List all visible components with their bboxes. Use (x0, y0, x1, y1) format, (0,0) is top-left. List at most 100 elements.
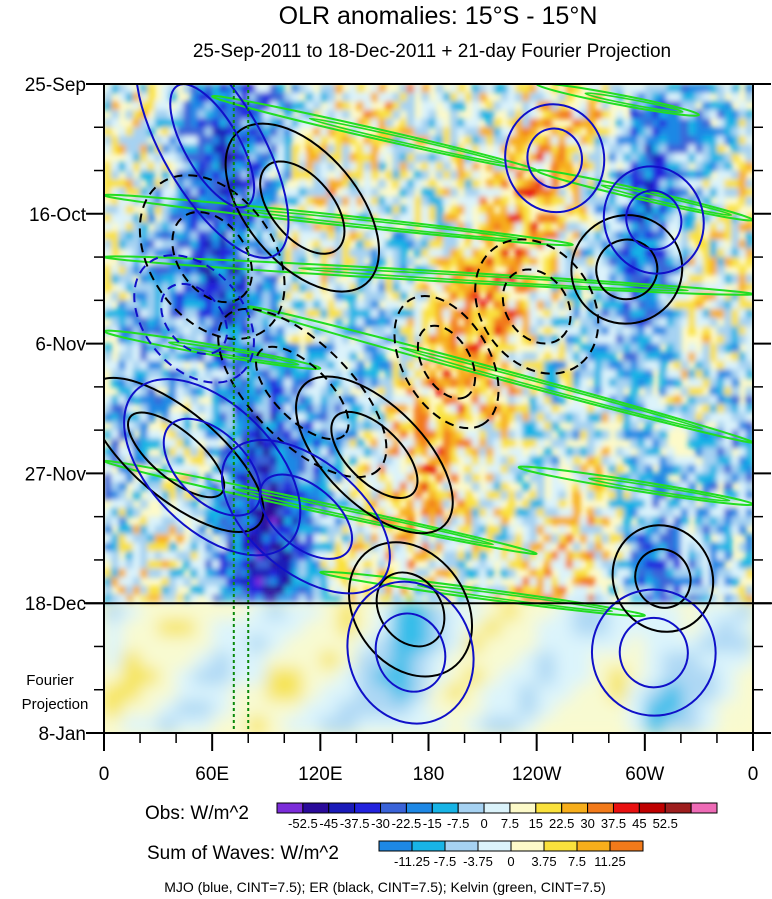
obs-cell (428, 257, 437, 267)
obs-cell (183, 499, 192, 509)
obs-cell (435, 430, 444, 440)
obs-cell (363, 533, 372, 544)
obs-cell (414, 594, 422, 604)
obs-cell (572, 378, 581, 388)
obs-cell (623, 421, 632, 431)
obs-cell (226, 109, 235, 120)
obs-cell (507, 101, 516, 111)
obs-cell (478, 386, 487, 397)
obs-cell (154, 525, 163, 535)
obs-cell (414, 568, 422, 578)
obs-cell (565, 447, 574, 457)
obs-cell (630, 239, 639, 250)
obs-cell (673, 92, 682, 102)
obs-cell (356, 101, 365, 111)
proj-cell (716, 700, 736, 718)
obs-cell (507, 308, 516, 319)
obs-cell (486, 395, 494, 405)
obs-cell (378, 456, 386, 466)
obs-cell (623, 568, 632, 578)
obs-cell (644, 205, 653, 215)
obs-cell (673, 334, 682, 345)
obs-cell (154, 482, 163, 492)
obs-cell (745, 464, 753, 474)
obs-cell (392, 231, 401, 241)
obs-cell (435, 187, 444, 198)
obs-cell (572, 248, 581, 258)
obs-cell (349, 421, 357, 431)
obs-cell (630, 412, 639, 423)
obs-cell (637, 205, 646, 215)
obs-cell (551, 187, 559, 198)
proj-cell (446, 700, 466, 718)
obs-cell (399, 360, 408, 371)
obs-cell (659, 196, 668, 206)
obs-cell (471, 473, 480, 483)
obs-cell (255, 101, 264, 111)
obs-cell (615, 533, 624, 544)
obs-cell (161, 161, 170, 172)
obs-cell (305, 456, 314, 466)
obs-cell (464, 499, 473, 509)
obs-cell (515, 317, 523, 327)
obs-cell (378, 239, 386, 250)
obs-cell (168, 594, 177, 604)
obs-cell (738, 101, 747, 111)
obs-cell (601, 291, 610, 301)
obs-cell (226, 568, 235, 578)
obs-cell (327, 473, 336, 483)
obs-cell (702, 438, 711, 449)
obs-cell (147, 386, 156, 397)
obs-cell (688, 438, 696, 449)
obs-cell (341, 369, 350, 379)
obs-cell (659, 464, 668, 474)
obs-cell (212, 213, 220, 224)
obs-cell (738, 317, 747, 327)
proj-cell (482, 603, 502, 621)
obs-cell (659, 352, 668, 362)
obs-cell (435, 205, 444, 215)
obs-cell (421, 568, 430, 578)
obs-cell (745, 542, 753, 552)
obs-cell (132, 438, 141, 449)
obs-cell (255, 482, 264, 492)
obs-cell (702, 430, 711, 440)
obs-cell (493, 438, 502, 449)
obs-cell (688, 508, 696, 518)
obs-cell (500, 196, 509, 206)
obs-cell (738, 438, 747, 449)
obs-cell (378, 386, 386, 397)
obs-cell (291, 291, 300, 301)
obs-cell (414, 153, 422, 163)
obs-cell (695, 360, 704, 371)
obs-cell (536, 542, 545, 552)
x-tick-label: 180 (413, 764, 445, 785)
obs-cell (392, 533, 401, 544)
obs-cell (450, 326, 458, 336)
obs-cell (500, 473, 509, 483)
obs-cell (558, 326, 567, 336)
obs-cell (183, 308, 192, 319)
x-axis-ticks: 0 60E 120E 180 120W 60W 0 (99, 733, 758, 785)
obs-cell (399, 490, 408, 500)
obs-cell (507, 92, 516, 102)
obs-cell (745, 430, 753, 440)
obs-cell (594, 352, 603, 362)
obs-cell (615, 386, 624, 397)
obs-cell (644, 231, 653, 241)
obs-cell (731, 170, 740, 180)
obs-cell (320, 516, 329, 526)
obs-cell (111, 109, 120, 120)
obs-cell (262, 334, 271, 345)
obs-cell (161, 369, 170, 379)
obs-cell (688, 101, 696, 111)
obs-cell (154, 101, 163, 111)
obs-cell (284, 248, 293, 258)
obs-cell (197, 161, 206, 172)
obs-cell (363, 92, 372, 102)
proj-cell (572, 651, 592, 669)
obs-cell (183, 84, 192, 94)
obs-cell (399, 404, 408, 414)
obs-cell (738, 352, 747, 362)
obs-cell (486, 187, 494, 198)
